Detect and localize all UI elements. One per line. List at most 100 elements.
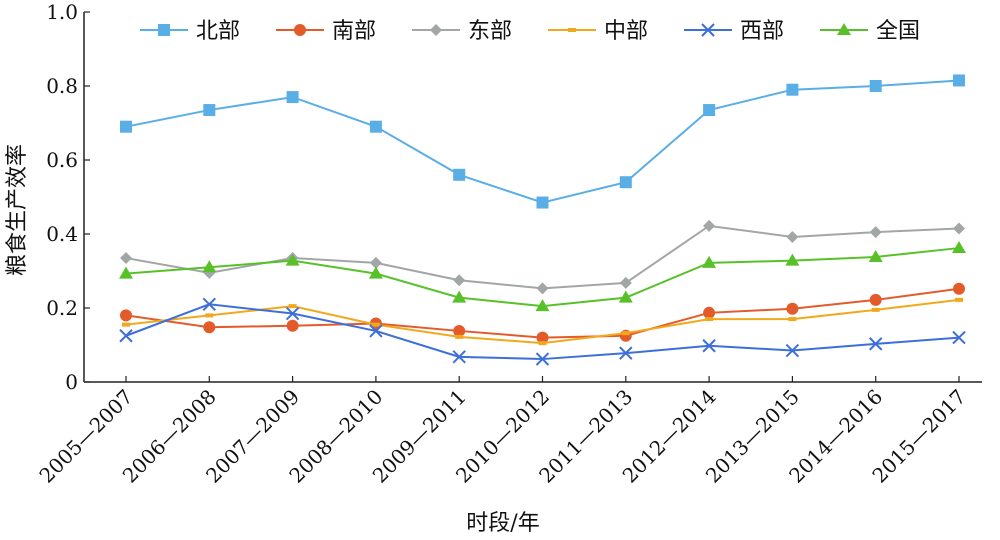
series-line (125, 287, 960, 339)
data-point (286, 319, 299, 332)
legend-item: 东部 (412, 19, 512, 44)
data-point (621, 331, 630, 336)
data-point (535, 299, 550, 312)
data-point (453, 324, 466, 337)
legend-label: 全国 (876, 19, 920, 44)
data-point (705, 317, 714, 322)
legend-item: 全国 (820, 19, 920, 44)
data-point (286, 91, 299, 104)
data-point (869, 80, 882, 92)
data-point (202, 260, 217, 273)
series-5 (119, 241, 966, 312)
data-point (371, 322, 380, 327)
y-tick-label: 0.4 (46, 222, 78, 246)
data-point (702, 255, 717, 268)
x-axis-label: 时段/年 (466, 511, 539, 536)
legend-item: 中部 (548, 19, 648, 44)
data-point (203, 321, 216, 334)
data-point (538, 341, 547, 346)
data-point (120, 252, 132, 265)
y-tick-label: 0.2 (46, 296, 78, 320)
data-point (453, 168, 466, 181)
data-point (368, 266, 383, 279)
data-point (868, 337, 883, 351)
legend-marker (294, 24, 306, 36)
legend-marker (430, 24, 442, 36)
legend-marker (568, 28, 576, 32)
data-point (952, 241, 966, 254)
legend-item: 南部 (276, 19, 376, 44)
data-point (120, 120, 132, 133)
y-tick-label: 1.0 (46, 0, 78, 24)
legend-label: 东部 (468, 19, 512, 44)
data-point (452, 290, 467, 303)
data-point (535, 352, 550, 366)
data-point (203, 104, 216, 117)
data-point (119, 266, 133, 279)
data-point (285, 306, 300, 321)
data-point (202, 297, 217, 312)
series-0 (120, 74, 965, 209)
legend-label: 南部 (332, 19, 376, 44)
series-line (125, 79, 960, 204)
legend-marker (837, 23, 851, 35)
data-point (285, 253, 300, 266)
series-2 (120, 219, 965, 295)
data-point (869, 226, 882, 239)
data-point (955, 297, 963, 302)
legend-item: 西部 (684, 19, 784, 44)
data-point (953, 222, 965, 235)
data-point (120, 309, 132, 322)
data-point (703, 306, 716, 319)
data-point (205, 313, 214, 318)
legend-marker (158, 24, 170, 36)
y-axis-label: 粮食生产效率 (5, 144, 30, 276)
data-point (453, 274, 466, 287)
y-tick-label: 0.8 (46, 74, 78, 98)
data-point (785, 343, 800, 358)
data-point (122, 322, 130, 327)
data-point (619, 176, 632, 189)
data-point (619, 276, 632, 289)
data-point (786, 230, 799, 243)
data-point (536, 196, 549, 209)
data-point (619, 346, 633, 360)
series-3 (122, 297, 963, 346)
y-tick-label: 0 (65, 370, 78, 394)
data-point (369, 256, 382, 269)
data-point (536, 331, 549, 344)
data-point (618, 290, 633, 303)
data-point (455, 334, 464, 339)
data-point (369, 120, 382, 133)
legend: 北部 南部 东部 中部 西部 全国 (140, 19, 920, 44)
data-point (119, 329, 133, 343)
data-point (786, 302, 799, 315)
data-point (536, 282, 549, 295)
data-point (369, 324, 383, 338)
series-line (125, 224, 960, 290)
legend-label: 北部 (196, 19, 240, 44)
data-point (953, 282, 965, 295)
data-point (786, 83, 799, 96)
data-point (871, 307, 880, 312)
legend-label: 西部 (740, 19, 784, 44)
legend-label: 中部 (604, 19, 648, 44)
data-point (869, 293, 882, 306)
plot-area: 00.20.40.60.81.02005—20072006—20082007—2… (34, 0, 982, 488)
series-line (125, 247, 960, 308)
series-4 (119, 297, 966, 366)
data-point (702, 339, 716, 353)
data-point (703, 104, 716, 117)
data-point (953, 74, 965, 87)
data-point (452, 350, 466, 364)
legend-marker (701, 23, 715, 37)
data-point (785, 253, 800, 266)
y-tick-label: 0.6 (46, 148, 78, 172)
series-1 (120, 282, 965, 344)
data-point (868, 249, 883, 262)
data-point (288, 304, 297, 309)
data-point (788, 317, 797, 322)
data-point (703, 219, 716, 232)
data-point (952, 330, 966, 345)
